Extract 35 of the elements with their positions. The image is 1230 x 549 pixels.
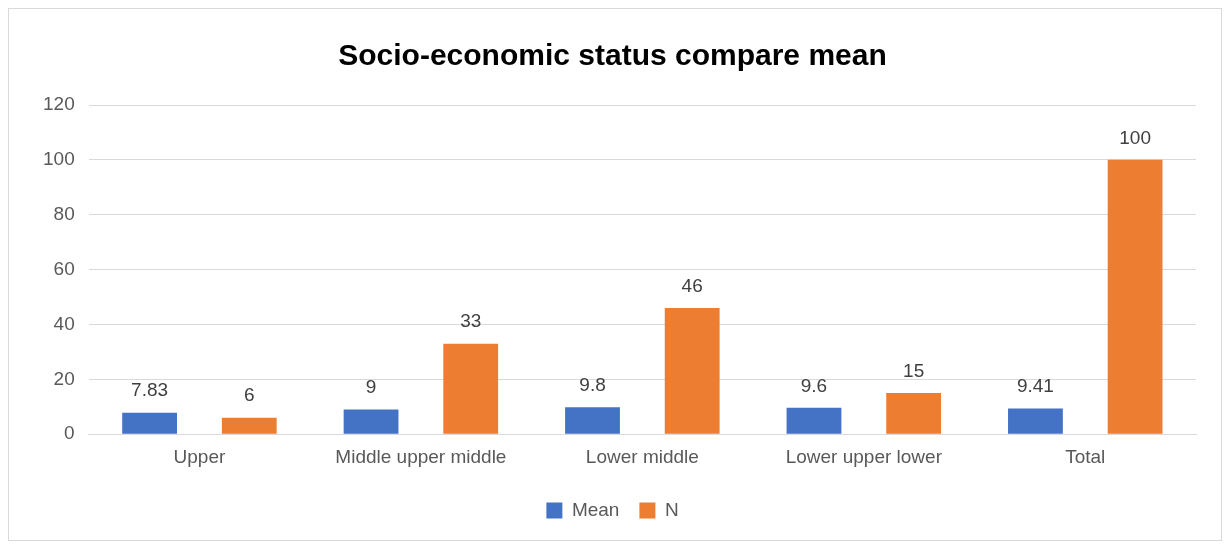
bar <box>443 343 499 434</box>
x-tick-label: Total <box>1065 445 1106 467</box>
data-label: 6 <box>243 384 255 406</box>
chart-title: Socio-economic status compare mean <box>338 38 887 72</box>
x-tick-label: Upper <box>173 445 226 467</box>
y-tick-label: 100 <box>43 148 75 170</box>
y-tick-label: 40 <box>53 312 75 334</box>
bar <box>786 407 842 434</box>
bar <box>221 417 277 434</box>
y-tick-label: 80 <box>53 202 75 224</box>
x-tick-label: Lower middle <box>585 445 699 467</box>
data-label: 33 <box>460 310 482 332</box>
bar <box>122 412 178 434</box>
bar <box>664 308 720 434</box>
bar <box>1107 159 1163 434</box>
data-label: 46 <box>681 274 703 296</box>
bar <box>343 409 399 434</box>
data-label: 15 <box>903 359 925 381</box>
data-label: 100 <box>1119 126 1151 148</box>
legend-label: N <box>664 498 679 520</box>
data-label: 9.6 <box>800 374 828 396</box>
bar <box>565 407 620 434</box>
y-tick-label: 60 <box>53 257 75 279</box>
x-tick-label: Lower upper lower <box>785 445 943 467</box>
y-tick-label: 20 <box>53 367 75 389</box>
y-tick-label: 0 <box>64 422 75 444</box>
data-label: 9.41 <box>1016 375 1054 397</box>
bar <box>1008 408 1063 434</box>
data-label: 9.8 <box>579 374 606 396</box>
bar <box>886 393 942 434</box>
data-label: 7.83 <box>131 379 169 401</box>
y-tick-label: 120 <box>43 93 75 115</box>
data-label: 9 <box>365 376 377 398</box>
legend-label: Mean <box>571 498 620 520</box>
x-tick-label: Middle upper middle <box>335 445 507 467</box>
